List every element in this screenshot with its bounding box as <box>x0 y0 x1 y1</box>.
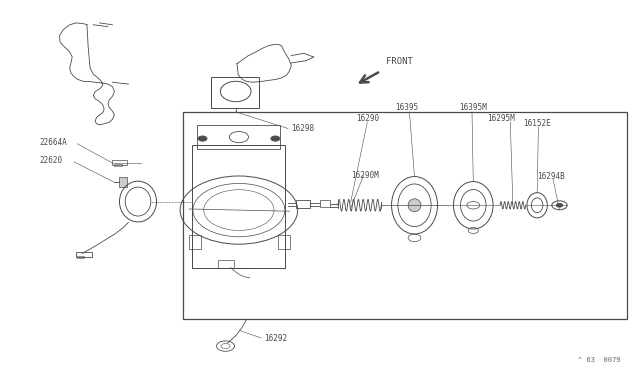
Text: 16294B: 16294B <box>537 171 565 180</box>
Bar <box>77 256 84 258</box>
Bar <box>119 177 127 187</box>
Text: 16290: 16290 <box>356 114 379 123</box>
Circle shape <box>556 203 563 207</box>
Bar <box>189 235 200 249</box>
Text: 16395M: 16395M <box>460 103 487 112</box>
Bar <box>182 112 627 320</box>
Bar <box>192 145 285 267</box>
Text: 16290M: 16290M <box>351 171 378 180</box>
Circle shape <box>271 136 280 141</box>
Bar <box>320 201 330 207</box>
Bar <box>278 235 290 249</box>
Bar <box>211 77 259 108</box>
Text: ^ 63  0079: ^ 63 0079 <box>578 357 620 363</box>
Text: 16395: 16395 <box>396 103 419 112</box>
Bar <box>218 260 234 267</box>
Text: 16295M: 16295M <box>487 114 515 123</box>
Text: 16152E: 16152E <box>523 119 551 128</box>
Bar <box>113 160 127 164</box>
Bar <box>115 164 122 166</box>
Ellipse shape <box>408 199 421 212</box>
Bar <box>197 125 280 149</box>
Text: 22620: 22620 <box>39 156 62 165</box>
Bar <box>76 251 92 257</box>
Circle shape <box>198 136 207 141</box>
Text: 16298: 16298 <box>291 124 314 133</box>
Text: 22664A: 22664A <box>39 138 67 147</box>
Text: FRONT: FRONT <box>386 57 413 67</box>
Bar <box>296 200 310 208</box>
Text: 16292: 16292 <box>264 334 287 343</box>
